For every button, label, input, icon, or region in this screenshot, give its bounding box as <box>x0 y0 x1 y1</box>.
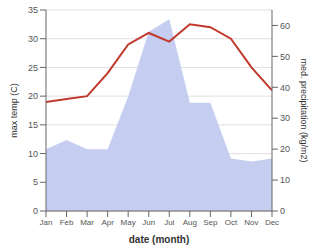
svg-text:Dec: Dec <box>265 218 279 227</box>
svg-text:60: 60 <box>280 21 290 31</box>
svg-text:50: 50 <box>280 52 290 62</box>
svg-text:Jun: Jun <box>142 218 155 227</box>
svg-text:0: 0 <box>33 206 38 216</box>
svg-text:med. precipitation (kg/m2): med. precipitation (kg/m2) <box>299 58 309 162</box>
svg-text:Feb: Feb <box>60 218 74 227</box>
svg-text:25: 25 <box>28 63 38 73</box>
svg-text:Jan: Jan <box>40 218 53 227</box>
svg-text:Jul: Jul <box>164 218 174 227</box>
svg-text:May: May <box>121 218 136 227</box>
svg-text:Apr: Apr <box>101 218 114 227</box>
svg-text:0: 0 <box>280 206 285 216</box>
svg-text:15: 15 <box>28 120 38 130</box>
svg-text:30: 30 <box>280 113 290 123</box>
svg-text:20: 20 <box>280 144 290 154</box>
svg-text:20: 20 <box>28 91 38 101</box>
svg-text:40: 40 <box>280 83 290 93</box>
svg-text:10: 10 <box>28 149 38 159</box>
svg-text:Mar: Mar <box>80 218 94 227</box>
svg-text:Aug: Aug <box>183 218 197 227</box>
svg-text:Nov: Nov <box>244 218 258 227</box>
svg-text:30: 30 <box>28 34 38 44</box>
svg-text:max temp (C): max temp (C) <box>9 83 19 138</box>
svg-text:5: 5 <box>33 177 38 187</box>
svg-text:35: 35 <box>28 5 38 15</box>
svg-text:Sep: Sep <box>203 218 218 227</box>
svg-text:Oct: Oct <box>225 218 238 227</box>
svg-text:10: 10 <box>280 175 290 185</box>
svg-text:date (month): date (month) <box>129 234 190 245</box>
